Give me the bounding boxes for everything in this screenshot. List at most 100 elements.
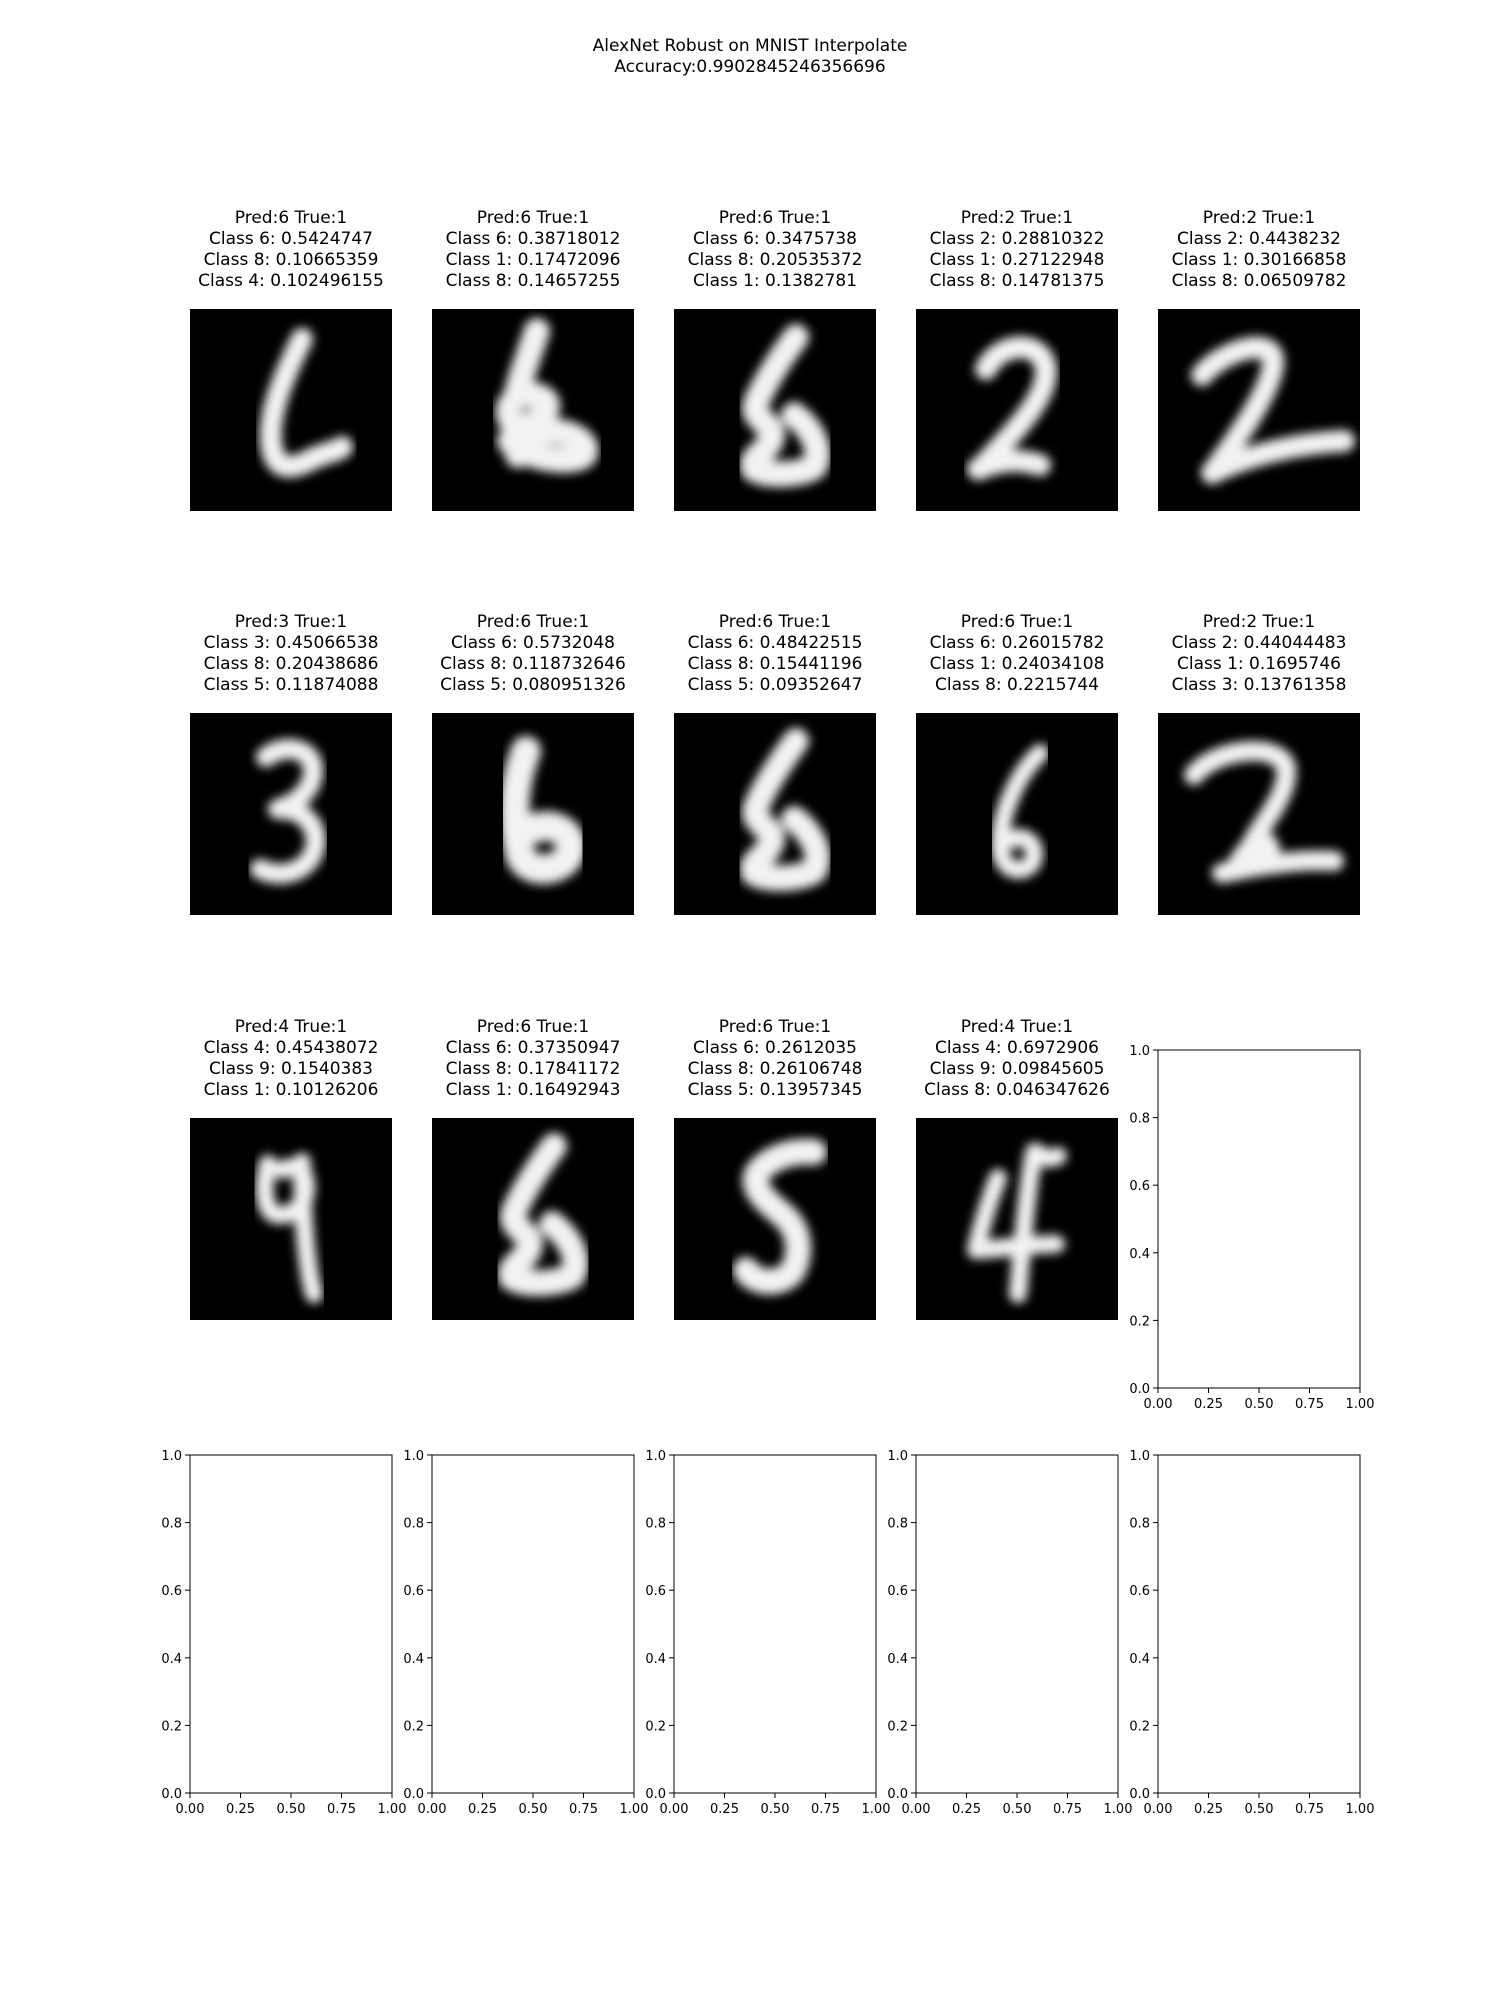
digit-stroke	[250, 739, 326, 884]
axes-frame	[673, 1454, 877, 1794]
y-tick-label: 1.0	[645, 1449, 666, 1464]
axes-frame	[189, 1454, 393, 1794]
digit-strokes	[495, 318, 599, 473]
y-tick-label: 0.4	[1129, 1652, 1150, 1667]
x-tick-label: 0.25	[710, 1802, 739, 1817]
x-tick-label: 0.50	[277, 1802, 306, 1817]
panel-prediction-label: Pred:6 True:1	[719, 612, 831, 632]
digit-stroke	[1191, 336, 1285, 484]
digit-stroke	[497, 418, 599, 473]
panel-class-probability: Class 3: 0.13761358	[1172, 675, 1347, 695]
x-tick-label: 0.75	[327, 1802, 356, 1817]
y-tick-label: 0.6	[161, 1584, 182, 1599]
y-tick-label: 0.0	[1129, 1787, 1150, 1802]
panel-prediction-label: Pred:6 True:1	[719, 208, 831, 228]
panel-class-probability: Class 1: 0.1695746	[1177, 654, 1341, 674]
panel-class-probability: Class 1: 0.10126206	[204, 1080, 379, 1100]
empty-axes: 0.00 0.25 0.50 0.75 1.00 0.0 0.2 0.4 0.6 0.8 1.0	[1129, 1449, 1374, 1817]
x-tick-label: 0.00	[176, 1802, 205, 1817]
panel-class-probability: Class 1: 0.27122948	[930, 250, 1105, 270]
panel-class-probability: Class 8: 0.06509782	[1172, 271, 1347, 291]
panel-class-probability: Class 1: 0.17472096	[446, 250, 621, 270]
panel-prediction-label: Pred:6 True:1	[477, 1017, 589, 1037]
digit-strokes	[991, 744, 1049, 879]
x-tick-label: 0.50	[761, 1802, 790, 1817]
x-tick-label: 0.50	[1003, 1802, 1032, 1817]
y-tick-label: 0.4	[161, 1652, 182, 1667]
panel-class-probability: Class 5: 0.13957345	[688, 1080, 863, 1100]
digit-image	[916, 713, 1118, 915]
y-tick-label: 0.2	[1129, 1719, 1150, 1734]
y-tick-label: 0.2	[645, 1719, 666, 1734]
panel-class-probability: Class 8: 0.20535372	[688, 250, 863, 270]
panel-class-probability: Class 8: 0.14781375	[930, 271, 1105, 291]
panel-class-probability: Class 8: 0.2215744	[935, 675, 1099, 695]
y-tick-label: 1.0	[1129, 1044, 1150, 1059]
y-tick-label: 0.0	[1129, 1382, 1150, 1397]
x-tick-label: 0.50	[519, 1802, 548, 1817]
y-tick-label: 0.4	[1129, 1247, 1150, 1262]
panel-class-probability: Class 6: 0.38718012	[446, 229, 621, 249]
panel-class-probability: Class 6: 0.26015782	[930, 633, 1105, 653]
digit-stroke	[498, 1133, 589, 1297]
y-tick-label: 0.8	[1129, 1517, 1150, 1532]
panel-class-probability: Class 4: 0.6972906	[935, 1038, 1099, 1058]
panel-class-probability: Class 6: 0.2612035	[693, 1038, 857, 1058]
y-tick-label: 1.0	[161, 1449, 182, 1464]
y-tick-label: 0.4	[887, 1652, 908, 1667]
y-tick-label: 0.6	[403, 1584, 424, 1599]
y-tick-label: 0.2	[1129, 1314, 1150, 1329]
x-tick-label: 0.00	[1144, 1397, 1173, 1412]
y-tick-label: 0.8	[403, 1517, 424, 1532]
panel-prediction-label: Pred:4 True:1	[235, 1017, 347, 1037]
x-tick-label: 0.25	[952, 1802, 981, 1817]
digit-stroke	[293, 1153, 323, 1303]
y-tick-label: 0.2	[887, 1719, 908, 1734]
panel-class-probability: Class 9: 0.1540383	[209, 1059, 373, 1079]
x-tick-label: 0.75	[1295, 1802, 1324, 1817]
panel-class-probability: Class 9: 0.09845605	[930, 1059, 1105, 1079]
digit-stroke	[495, 318, 560, 439]
axes-frame	[1157, 1049, 1361, 1389]
x-tick-label: 1.00	[1104, 1802, 1133, 1817]
empty-axes: 0.00 0.25 0.50 0.75 1.00 0.0 0.2 0.4 0.6 0.8 1.0	[1129, 1044, 1374, 1412]
x-tick-label: 1.00	[378, 1802, 407, 1817]
y-tick-label: 0.6	[1129, 1584, 1150, 1599]
y-tick-label: 0.0	[645, 1787, 666, 1802]
panel-prediction-label: Pred:2 True:1	[1203, 612, 1315, 632]
digit-stroke	[740, 324, 831, 488]
panel-prediction-label: Pred:4 True:1	[961, 1017, 1073, 1037]
panel-class-probability: Class 8: 0.14657255	[446, 271, 621, 291]
panel-class-probability: Class 1: 0.16492943	[446, 1080, 621, 1100]
digit-stroke	[1009, 1143, 1043, 1303]
panel-prediction-label: Pred:6 True:1	[961, 612, 1073, 632]
panel-class-probability: Class 1: 0.30166858	[1172, 250, 1347, 270]
panel-prediction-label: Pred:6 True:1	[477, 208, 589, 228]
digit-strokes	[259, 328, 353, 478]
digit-stroke	[969, 336, 1057, 480]
panel-prediction-label: Pred:6 True:1	[719, 1017, 831, 1037]
x-tick-label: 0.00	[902, 1802, 931, 1817]
panel-class-probability: Class 2: 0.44044483	[1172, 633, 1347, 653]
digit-stroke	[733, 1138, 827, 1295]
x-tick-label: 0.75	[569, 1802, 598, 1817]
panel-class-probability: Class 8: 0.26106748	[688, 1059, 863, 1079]
digit-strokes	[1191, 336, 1355, 484]
panel-class-probability: Class 8: 0.118732646	[440, 654, 626, 674]
empty-axes: 0.00 0.25 0.50 0.75 1.00 0.0 0.2 0.4 0.6 0.8 1.0	[161, 1449, 406, 1817]
digit-strokes	[1184, 741, 1344, 883]
digit-strokes	[250, 739, 326, 884]
panel-class-probability: Class 1: 0.1382781	[693, 271, 857, 291]
x-tick-label: 0.00	[418, 1802, 447, 1817]
panel-class-probability: Class 5: 0.11874088	[204, 675, 379, 695]
y-tick-label: 0.6	[887, 1584, 908, 1599]
